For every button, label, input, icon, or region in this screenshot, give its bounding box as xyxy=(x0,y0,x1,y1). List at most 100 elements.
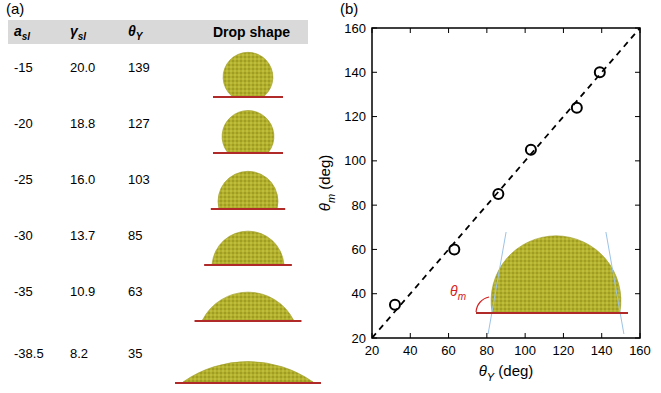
substrate xyxy=(204,264,292,266)
x-tick-label: 120 xyxy=(553,343,575,358)
table-cell: -15 xyxy=(14,60,33,75)
y-tick-label: 40 xyxy=(352,286,366,301)
table-cell: 18.8 xyxy=(70,116,95,131)
y-tick xyxy=(372,160,377,161)
label-base: a xyxy=(14,23,22,39)
y-tick-label: 140 xyxy=(344,65,366,80)
x-axis-title: θY (deg) xyxy=(479,362,534,383)
label-sub: sl xyxy=(22,31,31,42)
substrate xyxy=(211,208,285,210)
drop-shape xyxy=(203,292,294,320)
x-tick xyxy=(486,333,487,338)
table-cell: 85 xyxy=(128,228,142,243)
header-band xyxy=(8,20,308,44)
x-tick xyxy=(525,333,526,338)
substrate xyxy=(213,152,283,154)
y-tick xyxy=(635,116,640,117)
x-tick xyxy=(486,28,487,33)
y-tick-label: 60 xyxy=(352,242,366,257)
x-tick-label: 100 xyxy=(514,343,536,358)
y-axis-title: θm (deg) xyxy=(316,155,337,212)
x-tick-label: 160 xyxy=(629,343,651,358)
table-cell: -25 xyxy=(14,172,33,187)
header-cell: asl xyxy=(14,23,30,42)
y-tick-label: 100 xyxy=(344,153,366,168)
table-cell: 16.0 xyxy=(70,172,95,187)
label-sub: Y xyxy=(136,31,144,42)
table-cell: -30 xyxy=(14,228,33,243)
point xyxy=(493,189,503,199)
substrate xyxy=(476,312,628,314)
x-tick xyxy=(372,28,373,33)
x-tick xyxy=(525,28,526,33)
table-cell: -35 xyxy=(14,284,33,299)
table-cell: 35 xyxy=(128,346,142,361)
label-unit: (deg) xyxy=(316,155,333,194)
y-tick xyxy=(372,338,377,339)
y-tick xyxy=(635,293,640,294)
label-sub: m xyxy=(325,194,337,203)
inset-drop xyxy=(491,236,621,312)
table-cell: 8.2 xyxy=(70,346,88,361)
y-tick xyxy=(635,249,640,250)
table-cell: 127 xyxy=(128,116,150,131)
substrate xyxy=(195,320,302,322)
drop-shape xyxy=(218,171,278,208)
x-tick-label: 60 xyxy=(441,343,455,358)
y-tick xyxy=(372,249,377,250)
panel-letter: (b) xyxy=(340,0,358,17)
y-tick xyxy=(635,160,640,161)
inset: θm xyxy=(450,232,628,334)
y-tick xyxy=(635,205,640,206)
table-cell: 10.9 xyxy=(70,284,95,299)
angle-arc xyxy=(476,297,489,312)
x-tick xyxy=(563,333,564,338)
y-tick-label: 20 xyxy=(352,331,366,346)
drop-shape xyxy=(222,111,274,152)
x-tick-label: 20 xyxy=(365,343,379,358)
drop-shape xyxy=(183,362,313,382)
x-tick-label: 140 xyxy=(591,343,613,358)
point xyxy=(595,67,605,77)
label-base: θ xyxy=(316,203,333,211)
y-tick xyxy=(635,28,640,29)
x-tick-label: 40 xyxy=(403,343,417,358)
y-tick xyxy=(372,28,377,29)
panel-a: (a)aslγslθYDrop shape-1520.0139-2018.812… xyxy=(6,0,321,383)
table-cell: 103 xyxy=(128,172,150,187)
header-cell: Drop shape xyxy=(213,24,290,40)
reference-line xyxy=(372,28,640,338)
x-tick xyxy=(601,333,602,338)
figure: (a)aslγslθYDrop shape-1520.0139-2018.812… xyxy=(0,0,661,393)
panel-letter: (a) xyxy=(6,0,24,17)
y-tick xyxy=(372,205,377,206)
label-sub: sl xyxy=(78,31,87,42)
substrate xyxy=(213,96,283,98)
drop-shape xyxy=(212,231,284,264)
tangent-line xyxy=(488,232,506,334)
table-cell: 20.0 xyxy=(70,60,95,75)
y-tick-label: 120 xyxy=(344,109,366,124)
y-tick xyxy=(635,338,640,339)
plot-data xyxy=(372,28,640,338)
header-cell: γsl xyxy=(70,23,86,42)
y-tick xyxy=(372,72,377,73)
x-tick xyxy=(372,333,373,338)
point xyxy=(390,300,400,310)
table-cell: 139 xyxy=(128,60,150,75)
label-base: θ xyxy=(128,23,136,39)
x-tick xyxy=(563,28,564,33)
label-unit: (deg) xyxy=(494,362,533,379)
plot-frame xyxy=(372,28,640,338)
label-sub: m xyxy=(458,291,466,302)
label-base: θ xyxy=(479,362,487,379)
substrate xyxy=(175,382,321,384)
x-tick xyxy=(410,333,411,338)
x-tick xyxy=(410,28,411,33)
x-tick-label: 80 xyxy=(480,343,494,358)
table-cell: 13.7 xyxy=(70,228,95,243)
panel-b: (b)θm20406080100120140160204060801001201… xyxy=(316,0,651,383)
inset-label: θm xyxy=(450,283,466,302)
y-tick xyxy=(372,116,377,117)
x-tick xyxy=(448,28,449,33)
